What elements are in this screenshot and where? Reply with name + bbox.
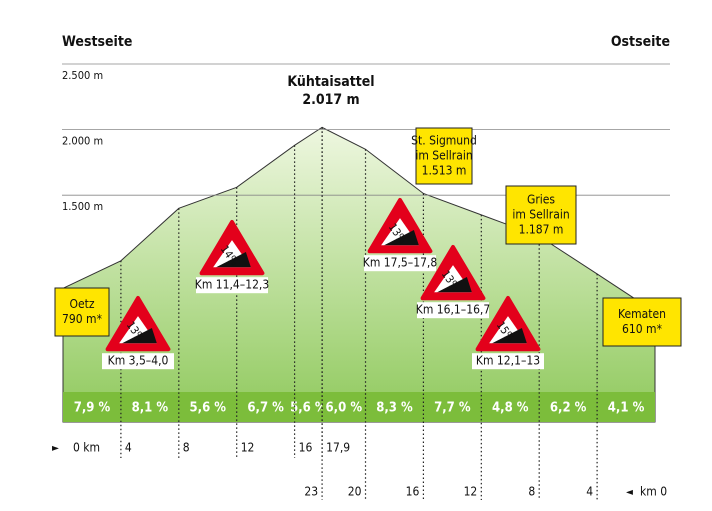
gradient-segment [294,392,323,422]
place-label: im Sellrain [512,208,569,222]
warning-sign: 13% [105,296,171,352]
place-box [505,185,577,245]
y-tick-label: 1.500 m [62,200,103,213]
place-label: 1.513 m [422,164,467,178]
place-label: St. Sigmund [411,134,477,148]
x-tick-label: 8 [183,441,190,455]
x-tick-label: 16 [299,441,313,455]
range-label: Km 11,4–12,3 [195,278,269,292]
sign-slope [216,252,251,268]
place-label: 610 m* [622,322,663,336]
x-tick-label: 12 [464,485,478,499]
side-label: Westseite [62,34,132,50]
range-box [102,353,174,370]
warning-sign: 14% [199,220,265,276]
place-box [415,127,473,185]
place-label: Gries [527,193,555,207]
range-label: Km 12,1–13 [476,354,540,368]
x-tick-label: 16 [406,485,420,499]
place-label: 790 m* [62,312,103,326]
gradient-label: 4,1 % [608,401,645,416]
sign-slope [122,328,157,344]
range-box [196,277,268,294]
x-tick-label: 8 [528,485,535,499]
range-box [417,302,489,319]
arrow-icon: ◄ [626,487,633,498]
gradient-segment [423,392,482,422]
summit-elevation: 2.017 m [302,92,359,108]
warning-sign: 15% [475,296,541,352]
x-tick-label: 20 [348,485,362,499]
gradient-segment [481,392,540,422]
gradient-label: 6,0 % [326,401,363,416]
sign-slope [384,230,419,246]
summit-name: Kühtaisattel [287,74,374,90]
range-label: Km 3,5–4,0 [108,354,169,368]
range-label: Km 17,5–17,8 [363,256,438,270]
gradient-segment [539,392,598,422]
x-tick-label: 23 [304,485,318,499]
gradient-label: 7,9 % [74,401,111,416]
x-tick-label: 4 [125,441,132,455]
gradient-segment [120,392,179,422]
place-label: Oetz [69,297,94,311]
warning-sign: 13% [367,198,433,254]
gradient-label: 5,6 % [290,401,327,416]
sign-slope [492,328,527,344]
place-label: 1.187 m [519,223,564,237]
x-tick-label: 17,9 [326,441,350,455]
gradient-segment [597,392,655,422]
gradient-label: 4,8 % [492,401,529,416]
gradient-segment [63,392,121,422]
place-label: im Sellrain [415,149,472,163]
x-tick-label: km 0 [640,485,667,499]
place-label: Kematen [618,307,666,321]
warning-sign: 13% [420,245,486,301]
gradient-label: 6,7 % [247,401,284,416]
sign-slope [437,277,472,293]
gradient-label: 8,1 % [132,401,169,416]
gradient-label: 5,6 % [189,401,226,416]
place-box [54,287,110,337]
x-tick-label: 12 [241,441,255,455]
gradient-label: 7,7 % [434,401,471,416]
gradient-segment [178,392,237,422]
range-box [364,255,436,272]
gradient-segment [322,392,366,422]
y-tick-label: 2.500 m [62,69,103,82]
y-tick-label: 2.000 m [62,135,103,148]
range-label: Km 16,1–16,7 [416,303,490,317]
gradient-segment [236,392,295,422]
x-tick-label: 4 [586,485,593,499]
place-box [602,297,682,347]
side-label: Ostseite [611,34,670,50]
x-tick-label: 0 km [73,441,100,455]
arrow-icon: ► [52,443,59,454]
range-box [472,353,544,370]
gradient-label: 8,3 % [376,401,413,416]
profile-area [62,126,656,423]
gradient-label: 6,2 % [550,401,587,416]
gradient-segment [365,392,424,422]
